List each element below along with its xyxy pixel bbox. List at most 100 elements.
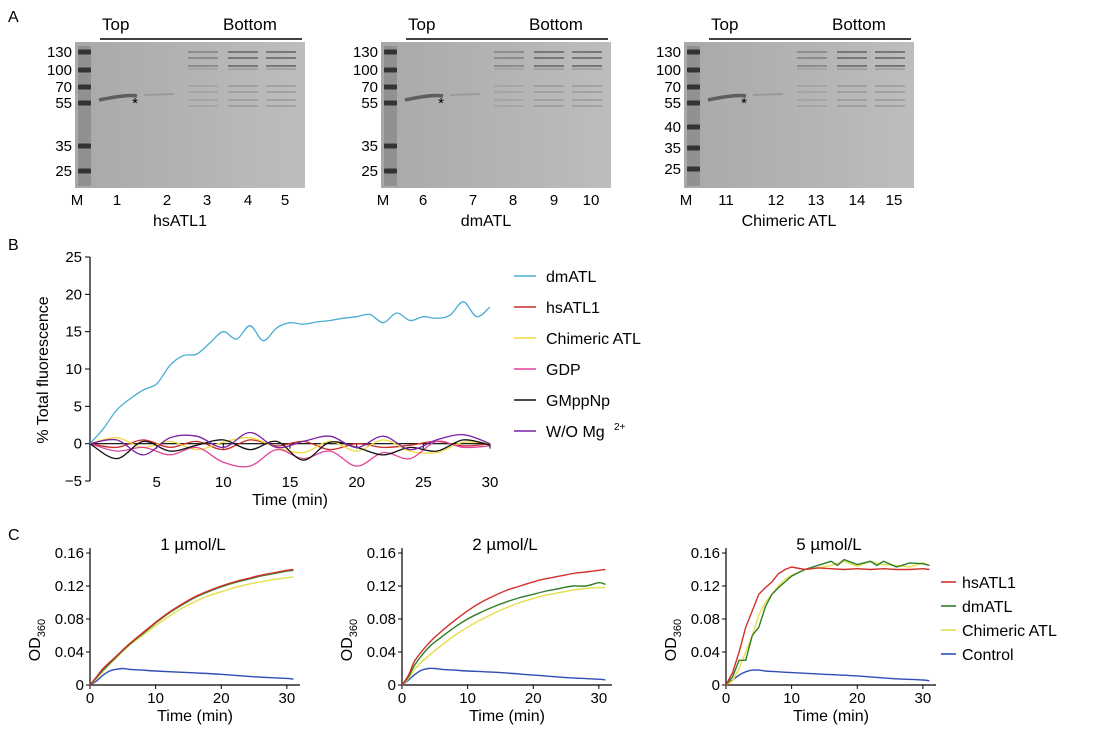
lane-label: 11 [718,192,734,209]
lane-label: M [377,192,390,209]
bottom-label: Bottom [529,15,583,34]
legend-label: W/O Mg [546,424,605,441]
lane-label: 6 [419,192,427,209]
x-tick-label: 20 [213,690,230,707]
top-label: Top [408,15,435,34]
gel-name: hsATL1 [153,213,207,230]
legend-label: dmATL [962,599,1012,616]
y-axis-label: % Total fluorescence [35,296,52,443]
asterisk: * [438,95,444,112]
legend-superscript: 2+ [614,422,626,433]
lane-label: 3 [203,192,211,209]
y-tick-label: 0.08 [367,611,396,628]
legend-label: hsATL1 [962,575,1016,592]
y-tick-label: 0.08 [55,611,84,628]
gel-image [381,42,611,188]
x-tick-label: 20 [525,690,542,707]
marker-band [687,100,700,106]
series-line-chimeric-atl [725,560,930,686]
mw-label: 35 [664,140,681,157]
panel-letter-b: B [8,237,19,254]
x-tick-label: 10 [459,690,476,707]
mw-label: 40 [664,119,681,136]
y-tick-label: 0.08 [691,611,720,628]
marker-band [687,49,700,55]
marker-lane [384,46,397,186]
y-tick-label: 0.16 [691,545,720,562]
asterisk: * [741,95,747,112]
y-axis-label: OD360 [663,619,684,661]
subplot-title: 2 µmol/L [472,535,538,554]
series-line-chimeric-atl [401,586,606,686]
asterisk: * [132,95,138,112]
marker-band [687,166,700,172]
bottom-label: Bottom [832,15,886,34]
series-line-control [725,669,930,686]
marker-band [384,49,397,55]
marker-band [384,143,397,149]
y-axis-label: OD360 [27,619,48,661]
x-tick-label: 10 [215,474,232,491]
bottom-label: Bottom [223,15,277,34]
x-tick-label: 30 [591,690,608,707]
marker-band [78,143,91,149]
marker-band [78,67,91,73]
series-line-dmatl [89,301,491,445]
y-tick-label: 0.04 [691,644,720,661]
lane-label: M [680,192,693,209]
marker-band [78,168,91,174]
marker-band [687,145,700,151]
y-axis-label-sub: 360 [672,619,684,637]
y-axis-label-sub: 360 [348,619,360,637]
x-tick-label: 30 [915,690,932,707]
top-label: Top [102,15,129,34]
y-tick-label: 0.12 [55,578,84,595]
mw-label: 70 [664,79,681,96]
series-line-w-o-mg2- [89,431,491,456]
y-tick-label: 20 [65,286,82,303]
x-tick-label: 20 [348,474,365,491]
mw-label: 130 [656,44,681,61]
y-tick-label: 0.04 [55,644,84,661]
subplot-2: 0.16 0.12 0.08 0.04 00 10 20 30 Time (min) 5 µmol… [663,535,936,725]
y-tick-label: 0 [76,677,84,694]
x-tick-label: 0 [86,690,94,707]
y-tick-label: 0.16 [367,545,396,562]
panel-letter-c: C [8,527,20,544]
marker-band [687,67,700,73]
y-tick-label: 0.16 [55,545,84,562]
y-tick-label: 0 [388,677,396,694]
gel-image [75,42,305,188]
series-line-dmatl [401,581,606,686]
lane-label: 14 [849,192,866,209]
mw-label: 130 [47,44,72,61]
lane-label: 2 [163,192,171,209]
series-line-hsatl1 [89,568,294,686]
mw-label: 25 [664,161,681,178]
protein-band [752,93,784,96]
mw-label: 100 [353,62,378,79]
y-tick-label: 0.04 [367,644,396,661]
y-axis-label-main: OD [339,637,356,661]
legend-label: hsATL1 [546,300,600,317]
lane-label: 7 [469,192,477,209]
protein-band [404,93,444,102]
legend-label: GDP [546,362,581,379]
lane-label: 4 [244,192,252,209]
subplot-1: 0.16 0.12 0.08 0.04 00 10 20 30 Time (min) 2 µmol… [339,535,612,725]
x-tick-label: 0 [398,690,406,707]
lane-label: 10 [583,192,600,209]
lane-label: 9 [550,192,558,209]
mw-label: 55 [664,95,681,112]
marker-band [78,84,91,90]
y-tick-label: 0.12 [367,578,396,595]
x-axis-label: Time (min) [469,708,545,725]
x-tick-label: 20 [849,690,866,707]
x-axis-label: Time (min) [252,492,328,509]
top-label: Top [711,15,738,34]
mw-label: 25 [55,163,72,180]
